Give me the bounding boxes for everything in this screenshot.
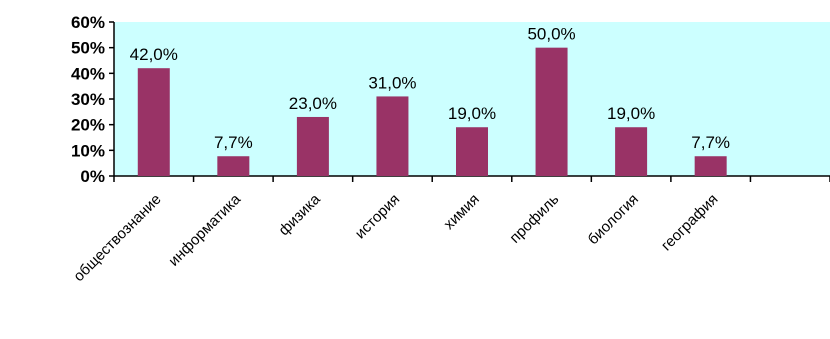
category-label: профиль	[506, 191, 562, 247]
data-labels: 42,0% 7,7% 23,0% 31,0% 19,0% 50,0% 19,0% 7,7%	[130, 25, 730, 153]
y-tick-label: 30%	[71, 90, 105, 109]
category-label: информатика	[165, 190, 244, 269]
data-label: 19,0%	[607, 104, 655, 123]
data-label: 23,0%	[289, 94, 337, 113]
data-label: 7,7%	[691, 133, 730, 152]
data-label: 50,0%	[527, 25, 575, 44]
category-label: физика	[275, 190, 324, 239]
y-tick-label: 40%	[71, 64, 105, 83]
bars	[137, 47, 727, 176]
y-tick-label: 50%	[71, 39, 105, 58]
category-label: география	[658, 191, 722, 255]
bar	[296, 116, 329, 176]
y-axis: 0% 10% 20% 30% 40% 50% 60%	[71, 13, 115, 186]
y-tick-label: 0%	[80, 167, 105, 186]
data-label: 7,7%	[214, 133, 253, 152]
y-tick-label: 60%	[71, 13, 105, 32]
y-tick-label: 20%	[71, 116, 105, 135]
y-tick-label: 10%	[71, 141, 105, 160]
bar	[376, 96, 409, 176]
data-label: 42,0%	[130, 45, 178, 64]
bar	[456, 127, 488, 176]
category-label: обществознание	[70, 191, 164, 285]
x-axis	[113, 175, 830, 182]
category-label: биология	[585, 191, 642, 248]
bar	[535, 47, 568, 176]
category-label: химия	[441, 191, 483, 233]
data-label: 31,0%	[368, 73, 416, 92]
bar	[615, 127, 648, 176]
data-label: 19,0%	[448, 104, 496, 123]
category-labels: обществознание информатика физика история хи…	[70, 190, 721, 285]
bar	[217, 156, 250, 176]
bar	[137, 68, 170, 176]
category-label: история	[352, 191, 403, 242]
bar	[694, 156, 727, 176]
